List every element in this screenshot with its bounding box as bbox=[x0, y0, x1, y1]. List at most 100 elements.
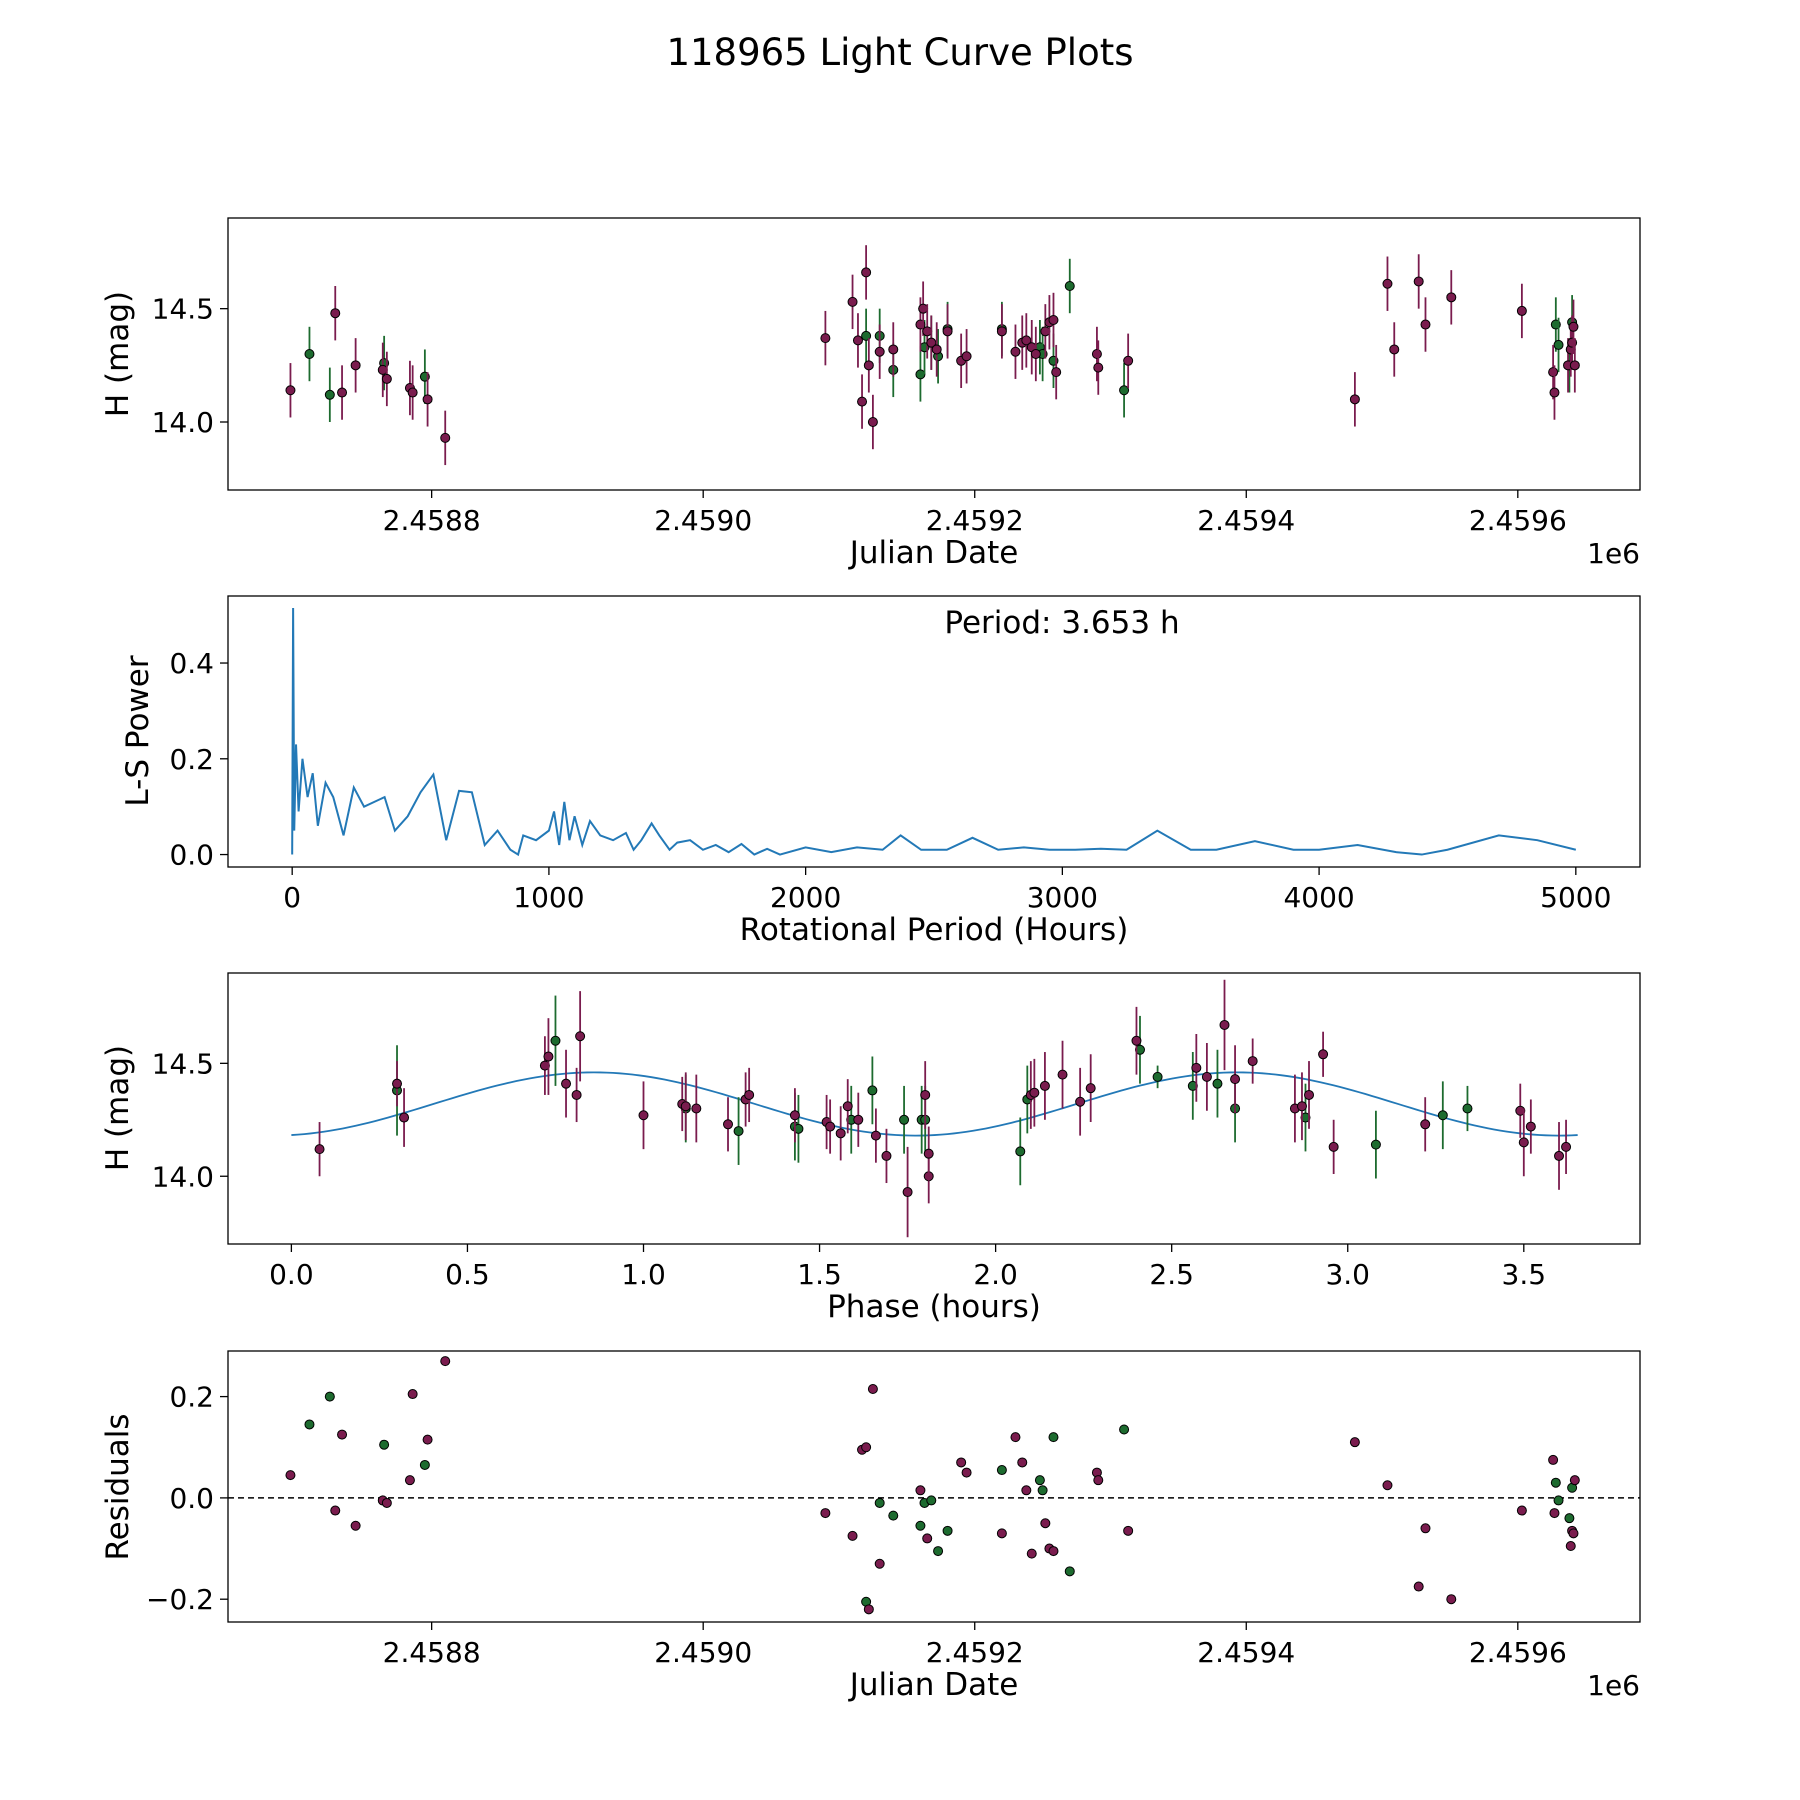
data-point bbox=[922, 1533, 933, 1544]
data-point bbox=[1564, 1513, 1575, 1524]
data-point bbox=[1091, 349, 1102, 359]
data-point bbox=[1064, 1566, 1075, 1577]
data-point bbox=[1247, 1056, 1258, 1067]
data-point bbox=[314, 1144, 325, 1155]
fit-curve bbox=[291, 1071, 1578, 1137]
light-curve-x-ticks: 2.4588 2.4590 2.4592 2.4594 2.4596 bbox=[383, 490, 1567, 537]
data-point bbox=[350, 360, 361, 371]
data-point bbox=[422, 1434, 433, 1445]
data-point bbox=[1057, 1069, 1068, 1080]
periodogram-x-label: Rotational Period (Hours) bbox=[740, 912, 1129, 948]
data-point bbox=[1131, 1035, 1142, 1046]
data-point bbox=[888, 1510, 899, 1521]
data-point bbox=[1565, 1541, 1576, 1552]
y-tick-label: 0.2 bbox=[169, 743, 214, 776]
x-tick-label: 0 bbox=[283, 881, 301, 914]
data-point bbox=[1134, 1044, 1145, 1055]
light-curve-marks bbox=[285, 245, 1580, 466]
residuals-y-label: Residuals bbox=[100, 1413, 136, 1560]
data-point bbox=[723, 1119, 734, 1130]
data-point bbox=[1568, 1528, 1579, 1539]
data-point bbox=[1349, 1437, 1360, 1448]
data-point bbox=[1382, 1480, 1393, 1491]
data-point bbox=[1437, 1110, 1448, 1121]
data-point bbox=[744, 1089, 755, 1100]
data-point bbox=[1021, 335, 1032, 346]
x-tick-label: 3000 bbox=[1027, 881, 1098, 914]
x-tick-label: 2.4588 bbox=[383, 1636, 481, 1669]
light-curve-panel: 2.4588 2.4590 2.4592 2.4594 2.4596 14.014.5 … bbox=[100, 217, 1641, 571]
data-point bbox=[933, 1546, 944, 1557]
data-point bbox=[996, 326, 1007, 337]
data-point bbox=[1039, 1080, 1050, 1091]
data-point bbox=[1040, 1518, 1051, 1529]
y-tick-label: 14.0 bbox=[152, 406, 214, 439]
x-tick-label: 2.4596 bbox=[1469, 504, 1567, 537]
data-point bbox=[867, 1383, 878, 1394]
x-tick-label: 1.0 bbox=[621, 1258, 666, 1291]
data-point bbox=[902, 1187, 913, 1198]
data-point bbox=[918, 303, 929, 314]
data-point bbox=[847, 296, 858, 307]
data-point bbox=[1048, 1432, 1059, 1443]
data-point bbox=[820, 333, 831, 344]
data-point bbox=[1021, 1485, 1032, 1496]
x-tick-label: 5000 bbox=[1540, 881, 1611, 914]
data-point bbox=[922, 326, 933, 337]
data-point bbox=[861, 1442, 872, 1453]
residuals-y-ticks: −0.2 0.0 0.2 bbox=[146, 1381, 228, 1616]
data-point bbox=[789, 1110, 800, 1121]
x-tick-label: 2.0 bbox=[973, 1258, 1018, 1291]
data-point bbox=[1568, 321, 1579, 332]
data-point bbox=[330, 1505, 341, 1516]
data-point bbox=[1075, 1096, 1086, 1107]
data-point bbox=[825, 1121, 836, 1132]
data-point bbox=[1051, 367, 1062, 378]
data-point bbox=[324, 389, 335, 400]
data-point bbox=[407, 1389, 418, 1400]
data-point bbox=[1034, 1475, 1045, 1486]
data-point bbox=[575, 1031, 586, 1042]
data-point bbox=[899, 1114, 910, 1125]
data-point bbox=[920, 1089, 931, 1100]
y-tick-label: −0.2 bbox=[146, 1583, 214, 1616]
data-point bbox=[1010, 346, 1021, 357]
data-point bbox=[1029, 1087, 1040, 1098]
x-tick-label: 2.4594 bbox=[1197, 504, 1295, 537]
data-point bbox=[915, 369, 926, 380]
periodogram-y-ticks: 0.0 0.2 0.4 bbox=[169, 647, 228, 872]
data-point bbox=[1515, 1105, 1526, 1116]
data-point bbox=[1413, 276, 1424, 287]
data-point bbox=[961, 1467, 972, 1478]
data-point bbox=[915, 1520, 926, 1531]
phase-frame bbox=[227, 972, 1641, 1245]
data-point bbox=[874, 346, 885, 357]
x-tick-label: 2.4592 bbox=[926, 504, 1024, 537]
data-point bbox=[733, 1126, 744, 1137]
data-point bbox=[863, 360, 874, 371]
y-tick-label: 14.0 bbox=[152, 1160, 214, 1193]
data-point bbox=[1516, 305, 1527, 316]
data-point bbox=[1296, 1101, 1307, 1112]
light-curve-frame bbox=[227, 217, 1641, 491]
data-point bbox=[1201, 1071, 1212, 1082]
phase-x-label: Phase (hours) bbox=[827, 1289, 1041, 1325]
light-curve-y-ticks: 14.0 14.5 bbox=[152, 293, 228, 439]
data-point bbox=[1516, 1505, 1527, 1516]
data-point bbox=[330, 308, 341, 319]
y-tick-label: 0.0 bbox=[169, 839, 214, 872]
residuals-x-offset: 1e6 bbox=[1587, 1669, 1640, 1702]
phase-panel: 0.0 0.5 1.0 1.5 2.0 2.5 3.0 3.5 14.0 14.5 Phase … bbox=[100, 972, 1641, 1325]
residuals-panel: 2.4588 2.4590 2.4592 2.4594 2.4596 −0.2 0.0 0.… bbox=[100, 1350, 1641, 1703]
data-point bbox=[304, 349, 315, 359]
data-point bbox=[1064, 281, 1075, 291]
data-point bbox=[1040, 326, 1051, 337]
data-point bbox=[942, 1525, 953, 1536]
data-point bbox=[1328, 1141, 1339, 1152]
data-point bbox=[422, 394, 433, 405]
data-point bbox=[1550, 1477, 1561, 1488]
data-point bbox=[1048, 315, 1059, 325]
data-point bbox=[1548, 367, 1559, 378]
periodogram-marks bbox=[291, 607, 1577, 857]
data-point bbox=[1420, 319, 1431, 330]
